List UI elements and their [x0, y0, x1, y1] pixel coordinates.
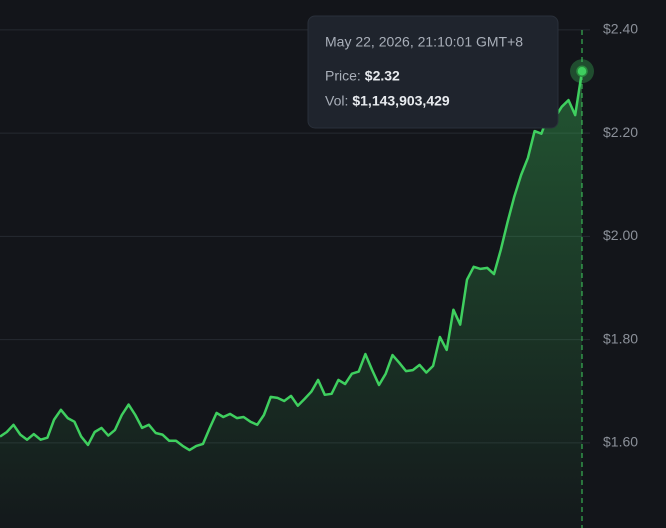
y-tick-label: $1.80 [603, 330, 638, 346]
y-tick-label: $2.20 [603, 124, 638, 140]
tooltip-label: Vol: [325, 93, 348, 109]
tooltip-value: $2.32 [365, 68, 400, 84]
tooltip: May 22, 2026, 21:10:01 GMT+8 Price: $2.3… [307, 15, 559, 129]
line [0, 71, 584, 452]
tooltip-label: Price: [325, 68, 361, 84]
plot [0, 30, 594, 528]
tooltip-title: May 22, 2026, 21:10:01 GMT+8 [325, 34, 523, 50]
hover-point [576, 65, 588, 77]
area [0, 71, 582, 528]
y-tick-label: $1.60 [603, 434, 638, 450]
y-tick-label: $2.00 [603, 227, 638, 243]
tooltip-value: $1,143,903,429 [352, 93, 450, 109]
y-tick-label: $2.40 [603, 21, 638, 37]
grid: $1.60 $1.80 $2.00 $2.20 $2.40 [0, 21, 638, 450]
tooltip-box [307, 15, 559, 129]
